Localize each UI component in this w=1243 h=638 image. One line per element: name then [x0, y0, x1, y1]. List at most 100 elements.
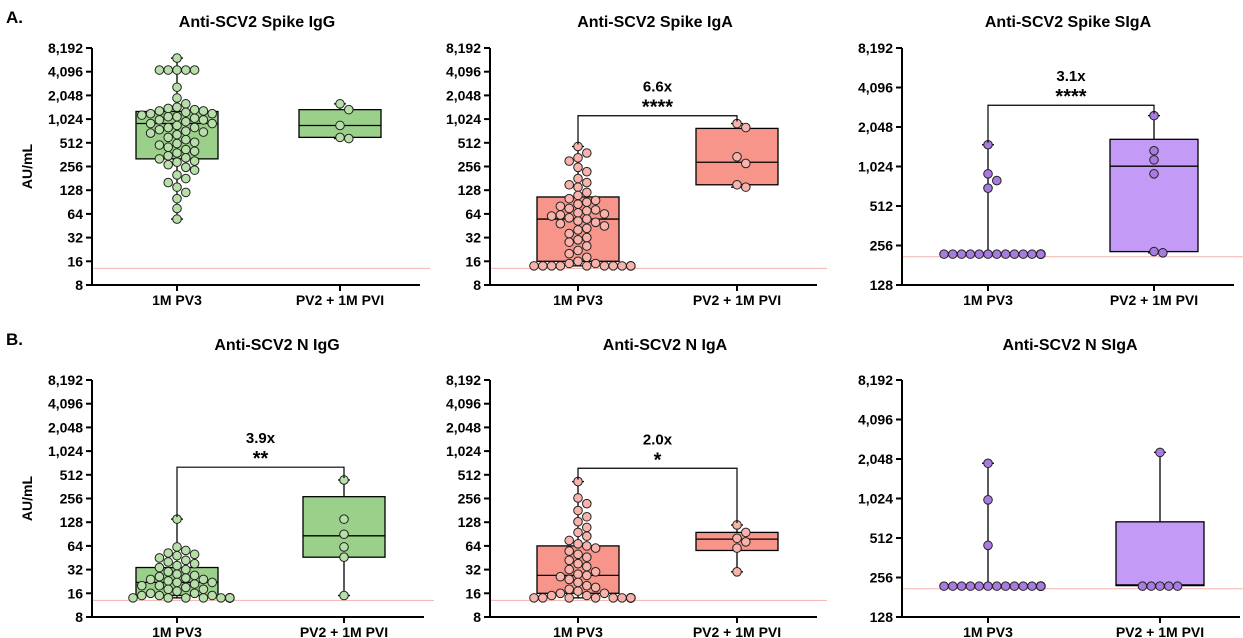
- data-point: [181, 173, 191, 184]
- panel-label-a: A.: [6, 8, 23, 27]
- data-point: [172, 203, 182, 214]
- data-point: [198, 127, 209, 137]
- data-point: [617, 593, 627, 603]
- data-point: [163, 593, 173, 603]
- data-point: [564, 193, 575, 204]
- data-point: [1009, 249, 1020, 259]
- data-point: [163, 567, 173, 577]
- data-point: [172, 102, 182, 113]
- data-point: [1172, 581, 1183, 591]
- data-point: [189, 549, 200, 560]
- data-point: [956, 581, 967, 591]
- data-point: [1027, 581, 1037, 591]
- data-point: [732, 543, 742, 553]
- data-point: [573, 505, 583, 516]
- data-point: [741, 158, 751, 169]
- data-point: [1009, 581, 1020, 591]
- series-2: [302, 475, 386, 601]
- chart-title: Anti-SCV2 N IgG: [214, 337, 339, 354]
- data-point: [590, 567, 601, 577]
- data-point: [564, 248, 575, 259]
- data-point: [154, 140, 165, 150]
- series-1: [128, 514, 235, 603]
- data-point: [732, 567, 742, 577]
- x-tick-label: PV2 + 1M PVI: [1116, 624, 1204, 638]
- data-point: [590, 593, 601, 603]
- data-point: [163, 122, 173, 133]
- data-point: [172, 53, 182, 63]
- data-point: [992, 175, 1002, 186]
- y-tick-label: 1,024: [48, 443, 83, 459]
- data-point: [573, 577, 583, 588]
- series-2: [298, 99, 382, 144]
- y-axis-label: AU/mL: [19, 476, 35, 522]
- data-point: [128, 593, 138, 603]
- chart-title: Anti-SCV2 N IgA: [603, 337, 728, 354]
- data-point: [145, 108, 156, 119]
- data-point: [1164, 581, 1174, 591]
- data-point: [573, 225, 583, 235]
- data-point: [189, 104, 200, 115]
- data-point: [172, 93, 182, 103]
- data-point: [154, 154, 165, 164]
- data-point: [529, 593, 539, 603]
- data-point: [582, 206, 592, 216]
- data-point: [983, 495, 993, 505]
- y-tick-label: 64: [465, 538, 481, 554]
- data-point: [207, 108, 217, 119]
- y-tick-label: 2,048: [48, 87, 83, 103]
- data-point: [564, 555, 575, 566]
- data-point: [172, 129, 182, 140]
- data-point: [538, 261, 548, 271]
- data-point: [573, 527, 583, 538]
- data-point: [181, 144, 191, 155]
- data-point: [564, 584, 575, 595]
- data-point: [154, 106, 165, 116]
- data-point: [590, 582, 601, 593]
- data-point: [172, 157, 182, 168]
- data-point: [181, 107, 191, 118]
- data-point: [573, 516, 583, 527]
- data-point: [172, 586, 182, 597]
- data-point: [573, 173, 583, 184]
- data-point: [974, 249, 985, 259]
- data-point: [732, 151, 742, 162]
- x-tick-label: 1M PV3: [963, 292, 1013, 308]
- y-tick-label: 64: [67, 538, 83, 554]
- data-point: [172, 111, 182, 122]
- series-1: [939, 458, 1046, 591]
- data-point: [573, 162, 583, 173]
- data-point: [573, 153, 583, 163]
- data-point: [590, 258, 601, 269]
- data-point: [546, 590, 557, 601]
- data-point: [564, 593, 575, 603]
- y-tick-label: 2,048: [446, 87, 481, 103]
- data-point: [564, 564, 575, 575]
- data-point: [582, 570, 592, 581]
- data-point: [573, 549, 583, 560]
- data-point: [564, 179, 575, 190]
- chart-panel-5: Anti-SCV2 N IgA 8 16 32 64 128 256 512 1,024 2,04…: [446, 337, 827, 638]
- data-point: [181, 187, 191, 198]
- y-tick-label: 512: [60, 135, 84, 151]
- y-tick-label: 2,048: [48, 419, 83, 435]
- chart-panel-2: Anti-SCV2 Spike IgA 8 16 32 64 128 256 512 1,024…: [446, 14, 827, 308]
- data-point: [189, 65, 200, 75]
- y-tick-label: 8: [75, 609, 83, 625]
- data-point: [965, 581, 976, 591]
- data-point: [1149, 145, 1159, 156]
- significance-stars: ****: [1055, 86, 1086, 108]
- y-tick-label: 64: [67, 206, 83, 222]
- y-tick-label: 256: [870, 570, 894, 586]
- data-point: [546, 261, 557, 271]
- data-point: [189, 122, 200, 133]
- chart-panel-4: Anti-SCV2 N IgG AU/mL 8 16 32 64 128 256 512 1,02…: [19, 337, 434, 638]
- data-point: [573, 569, 583, 579]
- data-point: [207, 577, 217, 588]
- data-point: [335, 99, 345, 109]
- data-point: [590, 195, 601, 206]
- data-point: [564, 228, 575, 239]
- data-point: [1036, 249, 1046, 259]
- data-point: [154, 580, 165, 591]
